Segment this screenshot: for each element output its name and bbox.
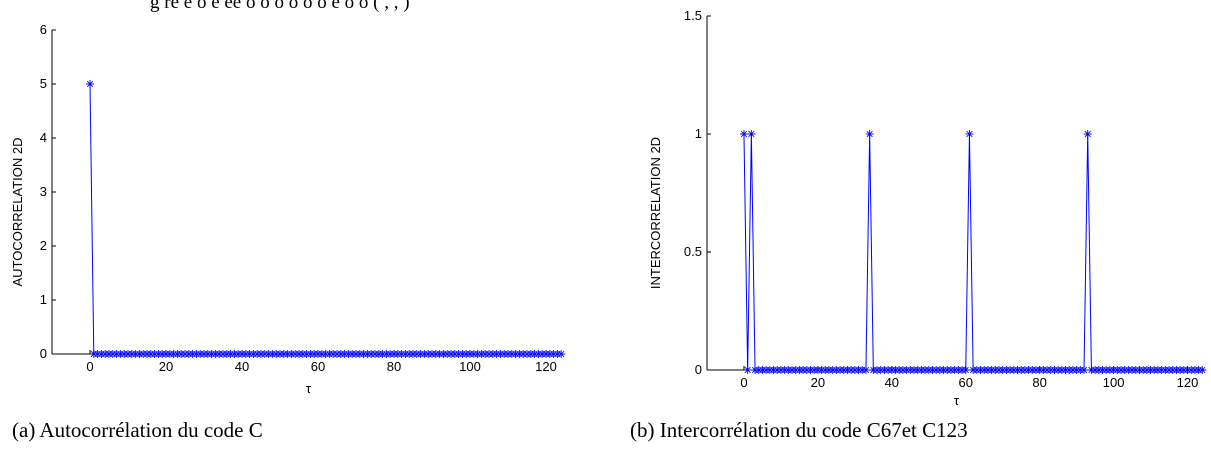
x-tick-label: 20 xyxy=(811,375,825,390)
x-tick-label: 120 xyxy=(535,359,557,374)
marker-stroke xyxy=(866,130,873,138)
x-axis-label: τ xyxy=(306,381,312,396)
marker-stroke xyxy=(558,350,565,358)
x-axis-label: τ xyxy=(954,393,960,408)
marker-stroke xyxy=(1199,366,1206,374)
y-tick-label: 0 xyxy=(40,346,47,361)
y-tick-label: 5 xyxy=(40,76,47,91)
intercorrelation-chart: 0 0.5 1 1.5 0 20 40 60 80 100 120 INTERCORRELATION … xyxy=(648,8,1207,408)
data-point xyxy=(557,350,566,358)
marker-stroke xyxy=(1080,366,1088,374)
x-tick-label: 60 xyxy=(959,375,973,390)
y-tick-label: 4 xyxy=(40,130,47,145)
marker-stroke xyxy=(740,130,748,138)
series-line xyxy=(89,83,562,355)
y-tick-label: 1 xyxy=(40,292,47,307)
x-tick-label: 40 xyxy=(235,359,249,374)
x-tick-label: 0 xyxy=(740,375,747,390)
data-point xyxy=(743,366,752,374)
data-point xyxy=(86,80,94,88)
data-point xyxy=(1198,366,1207,374)
data-point xyxy=(1080,366,1089,374)
marker-stroke xyxy=(744,366,751,374)
caption-right: (b) Intercorrélation du code C67et C123 xyxy=(630,418,968,442)
marker-stroke xyxy=(966,130,973,138)
x-tick-label: 80 xyxy=(387,359,401,374)
data-point xyxy=(865,130,874,138)
y-tick-label: 6 xyxy=(40,22,47,37)
marker-stroke xyxy=(1084,130,1091,138)
x-tick-label: 80 xyxy=(1032,375,1046,390)
marker-stroke xyxy=(862,366,870,374)
x-tick-label: 40 xyxy=(885,375,899,390)
y-tick-label: 3 xyxy=(40,184,47,199)
x-tick-label: 20 xyxy=(159,359,173,374)
data-point xyxy=(747,130,756,138)
y-tick-label: 0 xyxy=(695,362,702,377)
marker-stroke xyxy=(962,366,969,374)
data-point xyxy=(965,130,974,138)
x-tick-label: 120 xyxy=(1177,375,1199,390)
x-tick-label: 100 xyxy=(1103,375,1125,390)
x-tick-label: 0 xyxy=(86,359,93,374)
data-point xyxy=(1083,130,1092,138)
y-tick-label: 1 xyxy=(695,126,702,141)
y-axis-label: INTERCORRELATION 2D xyxy=(648,137,663,289)
y-tick-label: 0.5 xyxy=(684,244,702,259)
y-tick-label: 1.5 xyxy=(684,8,702,23)
y-tick-label: 2 xyxy=(40,238,47,253)
marker-stroke xyxy=(748,130,755,138)
x-tick-label: 100 xyxy=(459,359,481,374)
cropped-header-text: g ré e o é éé o o o o o o é o o ( , , ) xyxy=(150,0,410,12)
caption-left: (a) Autocorrélation du code C xyxy=(12,418,263,442)
marker-stroke xyxy=(86,80,94,88)
x-tick-label: 60 xyxy=(311,359,325,374)
y-axis-label: AUTOCORRELATION 2D xyxy=(10,137,25,286)
data-point xyxy=(861,366,870,374)
data-point xyxy=(739,130,748,138)
series-line xyxy=(743,133,1203,371)
data-point xyxy=(961,366,970,374)
